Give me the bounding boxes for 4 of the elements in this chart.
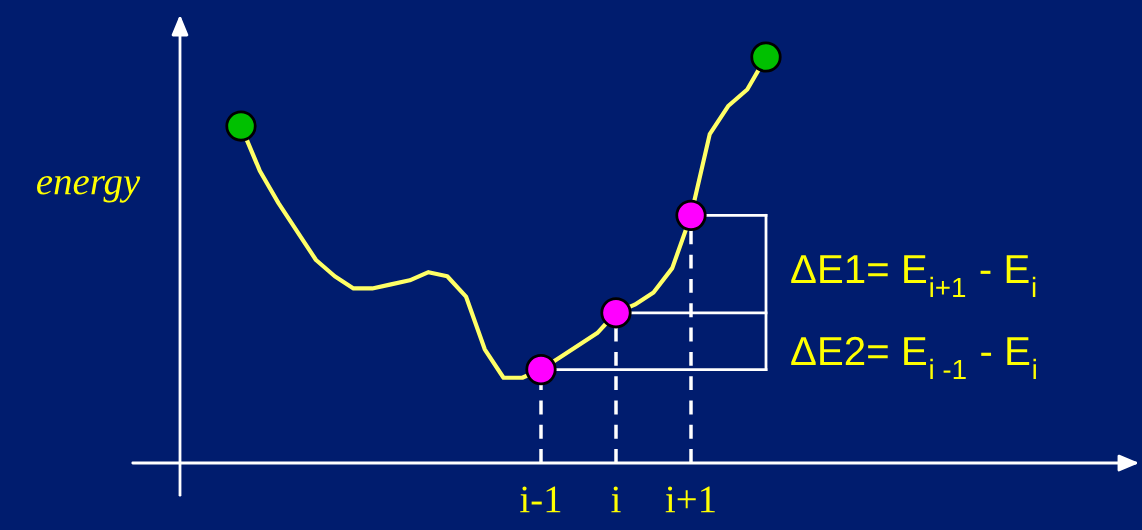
x-tick-label: i-1 <box>520 486 561 513</box>
y-axis-title: energy <box>37 175 141 203</box>
x-tick-label: i+1 <box>665 486 715 513</box>
x-tick-label: i <box>611 486 621 513</box>
